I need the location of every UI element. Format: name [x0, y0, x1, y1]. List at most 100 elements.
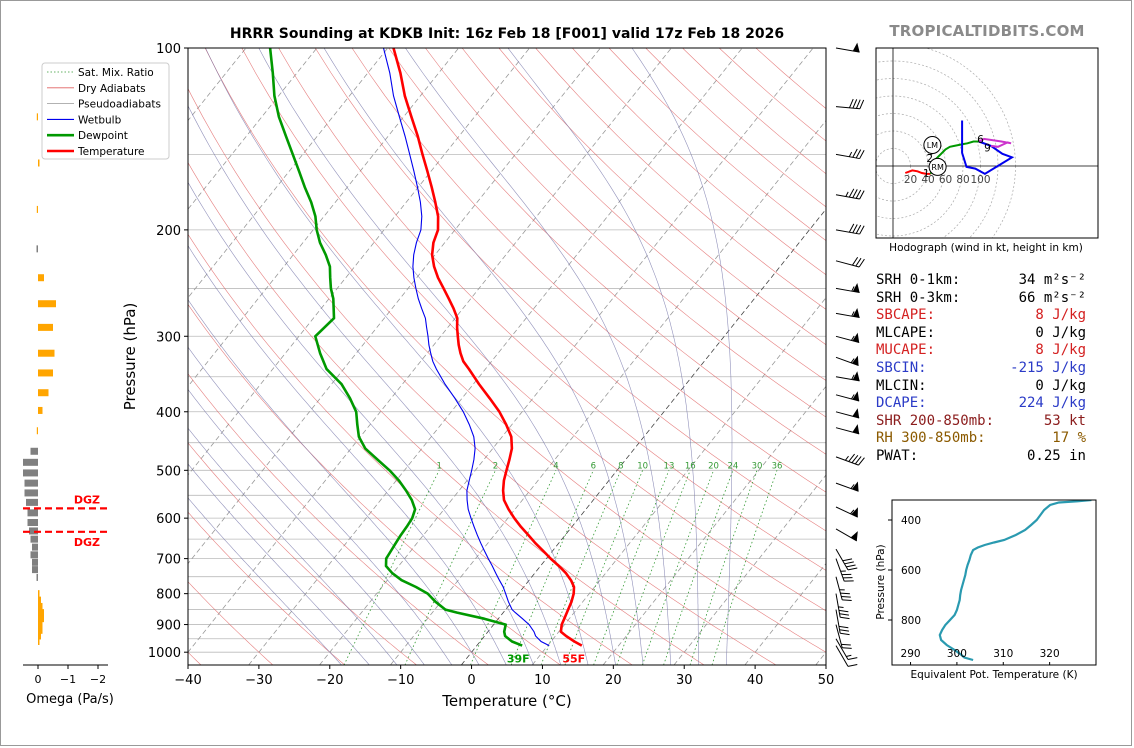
- theta-e-x-tick-label: 310: [993, 648, 1013, 660]
- barb-full: [838, 625, 849, 629]
- dry-adiabat: [241, 48, 826, 612]
- dgz-label: DGZ: [74, 493, 100, 506]
- wind-barb: [835, 98, 865, 110]
- param-value: 66 m²s⁻²: [1018, 289, 1086, 306]
- isotherm: [188, 48, 601, 565]
- theta-e-x-tick-label: 320: [1040, 648, 1060, 660]
- omega-bar: [27, 509, 38, 517]
- barb-staff: [835, 394, 860, 402]
- omega-axis-label: Omega (Pa/s): [26, 692, 114, 707]
- mixing-ratio-label: 6: [591, 461, 596, 471]
- barb-full: [852, 99, 858, 109]
- omega-bar: [38, 602, 43, 610]
- mixing-ratio-label: 8: [618, 461, 623, 471]
- wind-barb: [835, 332, 860, 343]
- param-value: 0 J/kg: [1035, 324, 1086, 341]
- wind-barb: [835, 528, 858, 542]
- theta-e-x-tick-label: 300: [947, 648, 967, 660]
- barb-pennant: [852, 391, 860, 402]
- hodograph-height-label: 6: [977, 134, 984, 146]
- isotherm: [188, 48, 530, 476]
- param-row: SBCAPE: 8 J/kg: [876, 307, 1086, 325]
- wind-barb: [835, 371, 860, 382]
- dry-adiabat: [425, 48, 826, 418]
- y-tick-label: 800: [156, 588, 181, 603]
- isotherm: [188, 48, 389, 299]
- y-axis-label: Pressure (hPa): [121, 303, 139, 411]
- barb-pennant: [851, 507, 858, 518]
- param-label: RH 300-850mb:: [876, 430, 986, 447]
- barb-pennant: [852, 332, 860, 343]
- mixing-ratio-line: [689, 470, 758, 665]
- wind-barb: [835, 558, 854, 582]
- wetbulb-series-line: [382, 48, 550, 647]
- wind-barb: [835, 42, 860, 53]
- x-tick-label: −30: [245, 673, 272, 688]
- barb-full: [841, 573, 852, 576]
- theta-e-y-tick-label: 600: [901, 565, 921, 577]
- dry-adiabat: [188, 87, 777, 665]
- barb-staff: [835, 356, 859, 366]
- pseudoadiabat: [323, 48, 644, 665]
- y-tick-label: 400: [156, 406, 181, 421]
- omega-bar: [38, 590, 40, 598]
- storm-motion-marker: [923, 136, 942, 154]
- dewpoint-series-line: [268, 48, 523, 647]
- omega-bar: [36, 427, 38, 435]
- hodograph-segment: [978, 137, 1012, 148]
- barb-staff: [835, 153, 860, 160]
- mixing-ratio-label: 20: [708, 461, 719, 471]
- pseudoadiabat: [188, 497, 342, 665]
- pseudoadiabat: [188, 105, 562, 665]
- barb-full: [859, 190, 865, 200]
- param-row: SRH 0-1km: 34 m²s⁻²: [876, 272, 1086, 290]
- skew-t-background: 1 2 4 6 8 10 13 16 20 24 30 36: [188, 48, 826, 665]
- theta-e-y-tick-label: 400: [901, 515, 921, 527]
- hodograph-ring-label: 100: [970, 174, 990, 186]
- barb-half: [850, 358, 855, 364]
- storm-motion-label: RM: [931, 163, 944, 172]
- omega-bar: [23, 458, 38, 466]
- wind-barb: [835, 391, 860, 402]
- omega-bar: [38, 626, 43, 634]
- omega-bar: [38, 369, 53, 377]
- wind-barb: [835, 223, 865, 235]
- barb-half: [851, 335, 855, 341]
- barb-full: [842, 599, 852, 601]
- x-tick-label: 30: [676, 673, 693, 688]
- param-row: MUCAPE: 8 J/kg: [876, 342, 1086, 360]
- sounding-parameters: SRH 0-1km: 34 m²s⁻² SRH 0-3km: 66 m²s⁻² SBCA…: [876, 272, 1086, 466]
- hodograph-caption: Hodograph (wind in kt, height in km): [889, 242, 1083, 254]
- barb-half: [846, 654, 852, 657]
- barb-full: [855, 149, 862, 159]
- barb-full: [848, 453, 855, 462]
- y-tick-label: 500: [156, 464, 181, 479]
- barb-full: [858, 258, 865, 268]
- pseudoadiabat: [188, 346, 453, 665]
- omega-bar: [27, 518, 38, 526]
- mixing-ratio-label: 2: [493, 461, 498, 471]
- barb-full: [855, 224, 862, 234]
- barb-full: [858, 457, 865, 466]
- barb-full: [839, 613, 850, 616]
- theta-e-y-tick-label: 800: [901, 615, 921, 627]
- pseudoadiabat: [258, 48, 616, 665]
- hodograph-segment: [961, 120, 1015, 176]
- legend-label: Dewpoint: [78, 130, 128, 142]
- barb-full: [842, 647, 852, 649]
- hodograph-panel: 1236920406080100LMRMHodograph (wind in k…: [875, 47, 1099, 254]
- barb-pennant: [851, 355, 859, 366]
- barb-full: [840, 632, 850, 636]
- barb-full: [859, 99, 865, 109]
- omega-bar: [32, 566, 38, 574]
- wind-barb: [835, 506, 858, 518]
- barb-pennant: [852, 424, 860, 434]
- profiles: [268, 48, 583, 647]
- legend-label: Wetbulb: [78, 114, 122, 126]
- y-tick-label: 300: [156, 330, 181, 345]
- barb-staff: [835, 427, 860, 435]
- param-label: SBCAPE:: [876, 307, 936, 324]
- x-axis-label: Temperature (°C): [441, 692, 571, 710]
- barb-half: [851, 286, 855, 292]
